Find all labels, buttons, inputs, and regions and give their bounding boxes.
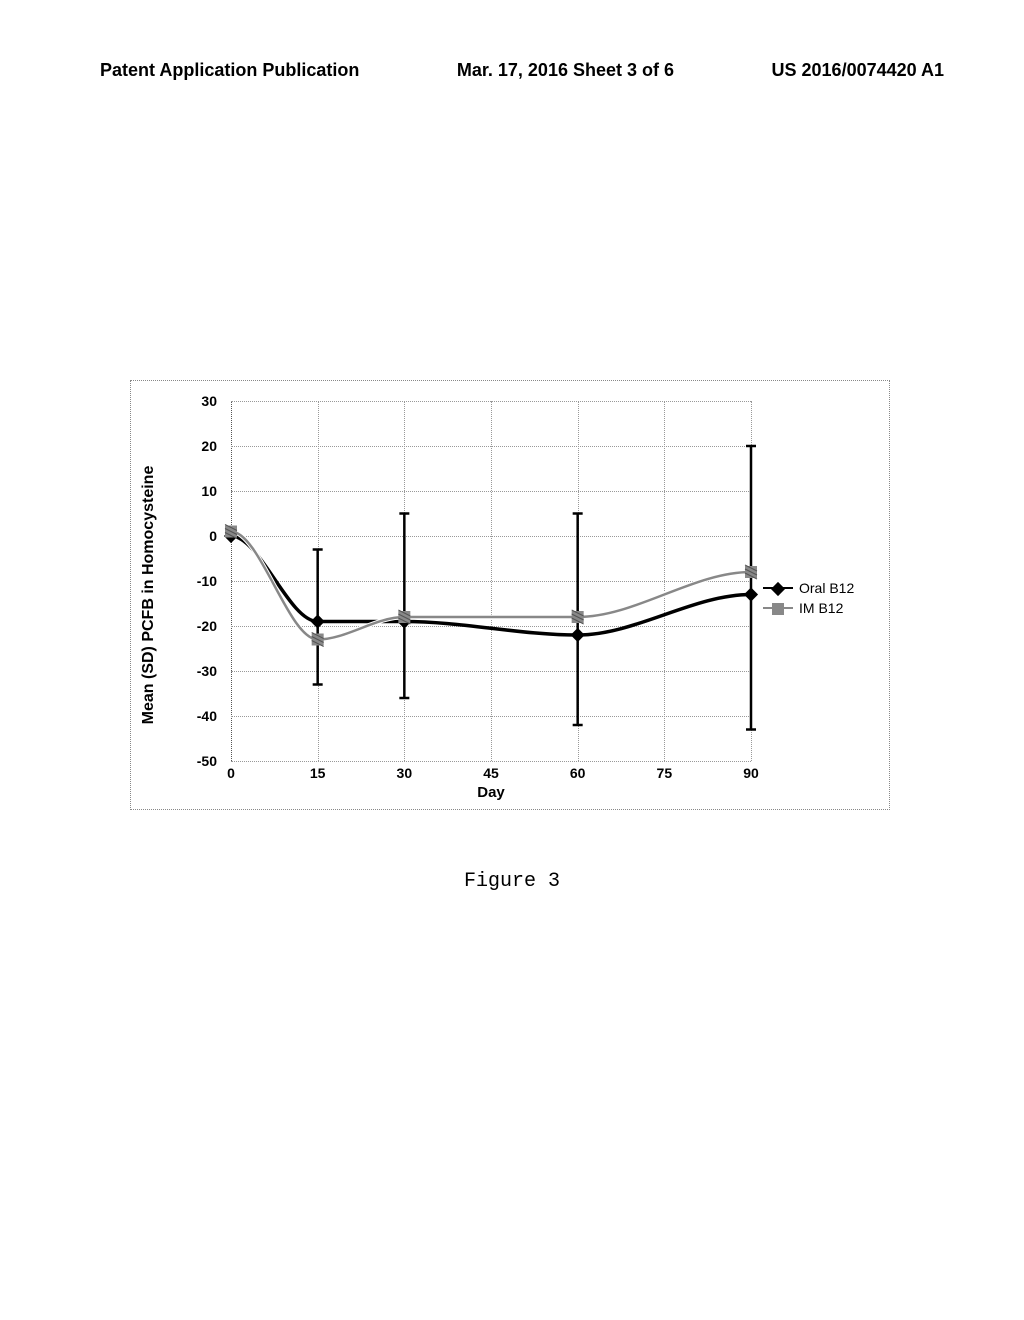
diamond-icon	[771, 582, 785, 596]
chart: Mean (SD) PCFB in Homocysteine Day -50-4…	[130, 380, 890, 810]
hatch-icon	[772, 603, 784, 615]
legend-item-oral: Oral B12	[763, 580, 854, 596]
header-right: US 2016/0074420 A1	[772, 60, 944, 81]
figure-caption: Figure 3	[0, 870, 1024, 893]
legend-label: IM B12	[799, 600, 843, 616]
header-left: Patent Application Publication	[100, 60, 359, 81]
legend-line-icon	[763, 607, 793, 609]
legend-line-icon	[763, 587, 793, 589]
page-header: Patent Application Publication Mar. 17, …	[0, 0, 1024, 81]
legend-item-im: IM B12	[763, 600, 854, 616]
legend: Oral B12 IM B12	[763, 576, 854, 620]
header-center: Mar. 17, 2016 Sheet 3 of 6	[457, 60, 674, 81]
legend-label: Oral B12	[799, 580, 854, 596]
